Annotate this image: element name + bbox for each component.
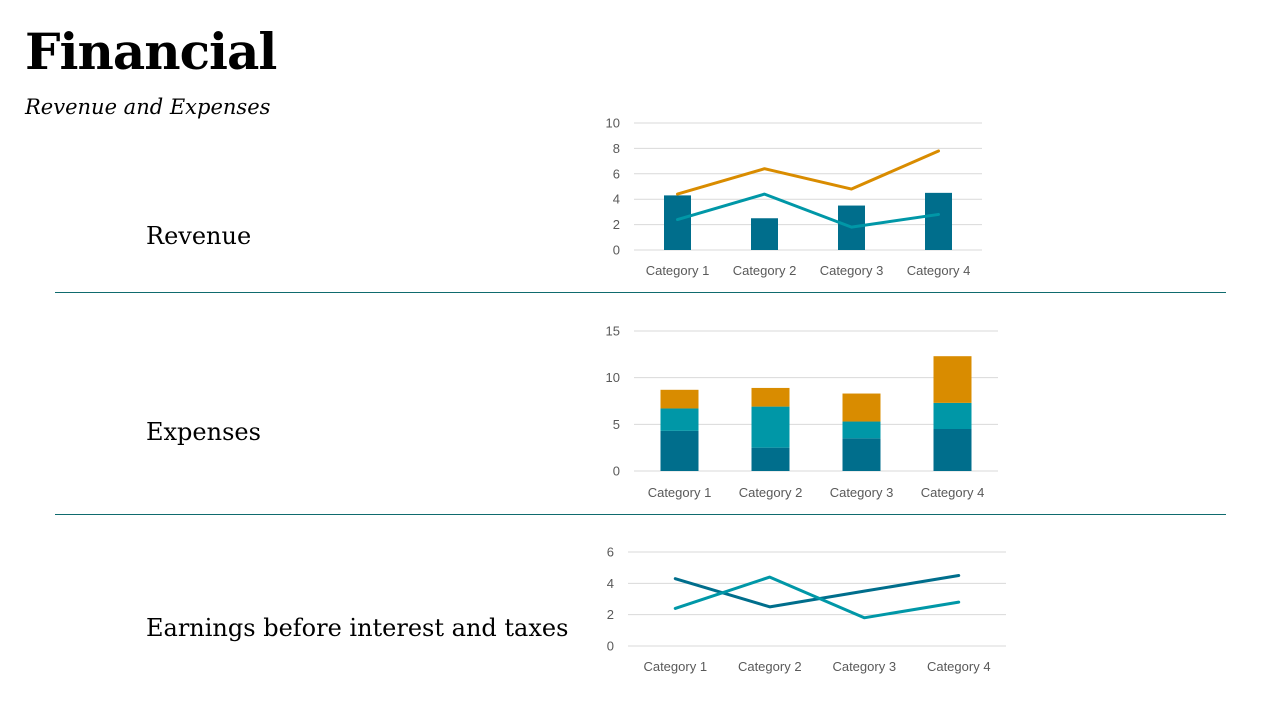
x-tick-label: Category 1 [643,659,707,674]
row-label-revenue: Revenue [146,222,252,250]
bar [664,195,691,250]
x-tick-label: Category 3 [830,485,894,500]
stacked-bar-segment [842,438,881,471]
stacked-bar-segment [660,430,699,471]
stacked-bar-segment [933,429,972,471]
y-tick-label: 0 [613,243,620,258]
series-line [673,574,961,609]
stacked-bar-segment [751,406,790,448]
y-tick-label: 10 [606,116,620,131]
y-tick-label: 5 [613,417,620,432]
y-tick-label: 6 [613,166,620,181]
bar [925,192,952,250]
series-line [676,192,940,229]
x-tick-label: Category 2 [739,485,803,500]
y-tick-label: 4 [613,192,620,207]
stacked-bar-segment [660,408,699,431]
slide-subtitle: Revenue and Expenses [25,95,271,119]
bar [751,218,778,250]
x-tick-label: Category 4 [907,263,971,278]
x-tick-label: Category 2 [738,659,802,674]
row-divider-1 [55,292,1226,293]
series-line [676,149,940,196]
x-tick-label: Category 3 [820,263,884,278]
y-tick-label: 0 [613,464,620,479]
y-tick-label: 0 [607,639,614,654]
y-tick-label: 15 [606,324,620,339]
series-line [673,575,961,620]
stacked-bar-segment [933,356,972,403]
x-tick-label: Category 1 [648,485,712,500]
x-tick-label: Category 2 [733,263,797,278]
x-tick-label: Category 1 [646,263,710,278]
y-tick-label: 6 [607,545,614,560]
row-label-ebit: Earnings before interest and taxes [146,614,569,642]
row-divider-2 [55,514,1226,515]
stacked-bar-segment [751,447,790,471]
stacked-bar-segment [842,421,881,439]
x-tick-label: Category 4 [927,659,991,674]
y-tick-label: 4 [607,576,614,591]
stacked-bar-segment [660,389,699,409]
x-tick-label: Category 4 [921,485,985,500]
stacked-bar-segment [751,387,790,407]
x-tick-label: Category 3 [832,659,896,674]
stacked-bar-segment [933,402,972,429]
y-tick-label: 10 [606,370,620,385]
stacked-bar-segment [842,393,881,422]
row-label-expenses: Expenses [146,418,261,446]
slide-title: Financial [25,22,277,81]
y-tick-label: 8 [613,141,620,156]
y-tick-label: 2 [607,607,614,622]
y-tick-label: 2 [613,217,620,232]
